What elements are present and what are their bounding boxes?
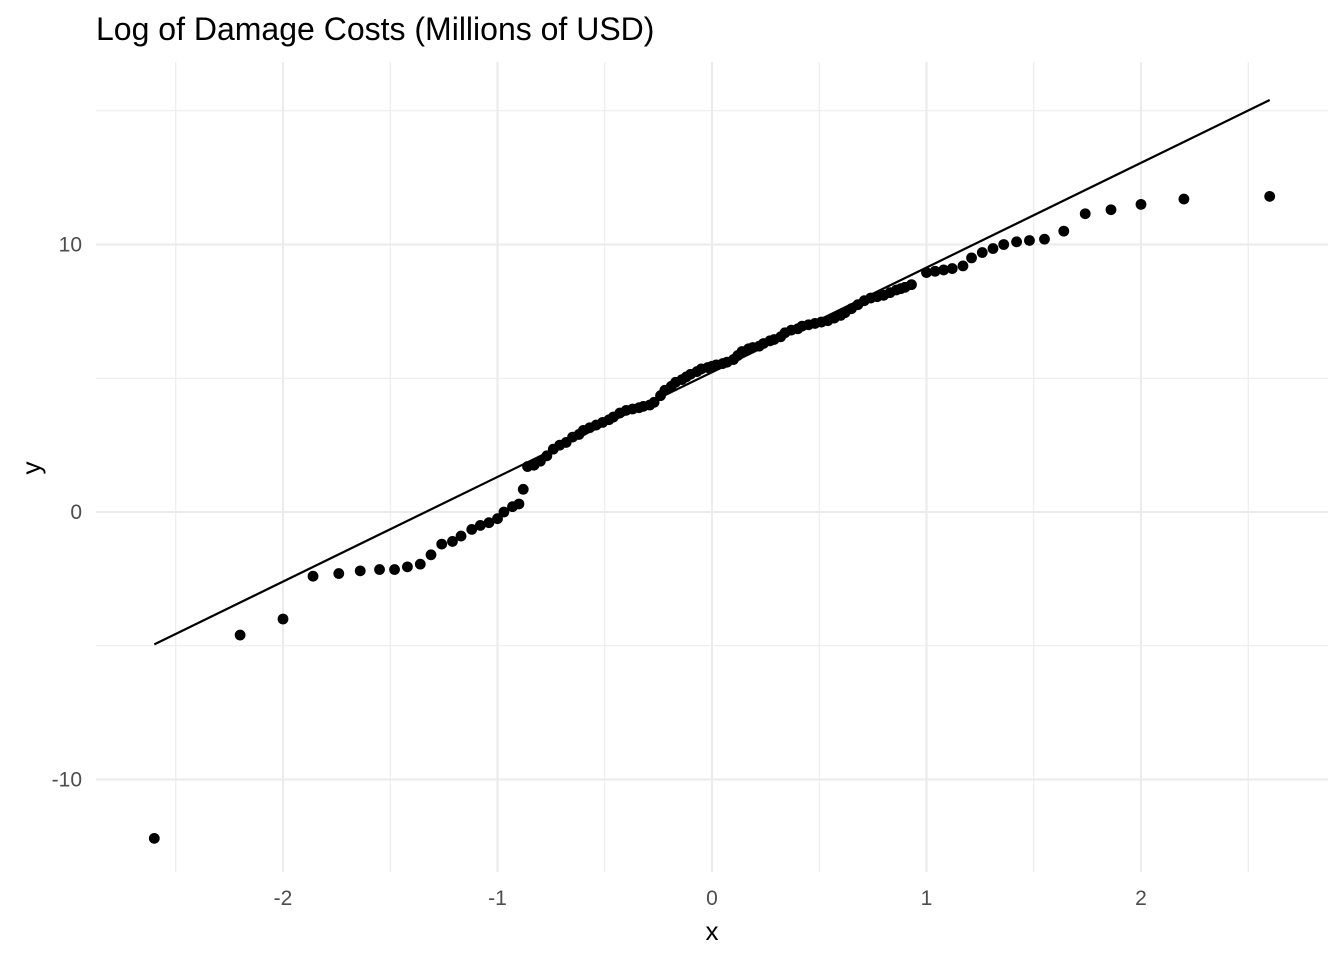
data-point bbox=[1178, 193, 1190, 205]
reference-line-layer bbox=[153, 99, 1271, 646]
data-point bbox=[277, 613, 289, 625]
data-point bbox=[374, 564, 385, 575]
data-point bbox=[1039, 233, 1050, 245]
data-point bbox=[906, 279, 917, 291]
data-point bbox=[466, 523, 478, 535]
x-tick-label: 0 bbox=[706, 887, 718, 910]
data-point bbox=[425, 549, 437, 561]
data-point bbox=[1058, 225, 1070, 237]
x-axis-tick-labels: -2 -1 0 1 2 bbox=[274, 887, 1147, 910]
chart-title: Log of Damage Costs (Millions of USD) bbox=[96, 11, 654, 47]
data-point bbox=[1264, 190, 1276, 202]
qq-reference-line bbox=[153, 99, 1271, 646]
data-point bbox=[929, 265, 941, 277]
x-tick-label: -1 bbox=[488, 887, 507, 910]
major-horizontal-gridlines bbox=[96, 243, 1328, 781]
data-point bbox=[474, 519, 486, 531]
data-point bbox=[541, 450, 553, 462]
data-point bbox=[402, 561, 413, 573]
data-point bbox=[436, 538, 448, 550]
data-point bbox=[921, 267, 932, 278]
y-axis-tick-labels: -10 0 10 bbox=[52, 234, 82, 792]
data-point bbox=[455, 530, 467, 542]
data-point bbox=[389, 564, 400, 575]
data-point bbox=[517, 483, 529, 495]
data-point bbox=[1105, 204, 1117, 216]
y-tick-label: 0 bbox=[70, 501, 82, 524]
minor-vertical-gridlines bbox=[175, 62, 1249, 872]
data-point bbox=[498, 506, 510, 518]
data-point bbox=[307, 570, 319, 582]
data-point bbox=[354, 565, 366, 577]
x-axis-title: x bbox=[706, 916, 719, 946]
data-point bbox=[234, 629, 246, 641]
x-tick-label: 2 bbox=[1135, 887, 1147, 910]
y-tick-label: -10 bbox=[52, 769, 82, 792]
data-point bbox=[1011, 236, 1022, 248]
y-tick-label: 10 bbox=[59, 234, 82, 257]
data-point bbox=[976, 247, 988, 258]
data-point bbox=[648, 396, 660, 408]
data-point bbox=[483, 517, 495, 529]
data-point bbox=[998, 239, 1010, 250]
data-point bbox=[1135, 198, 1147, 210]
data-point bbox=[333, 568, 345, 579]
x-tick-label: -2 bbox=[274, 887, 293, 910]
data-point bbox=[513, 498, 525, 510]
data-point bbox=[492, 513, 503, 525]
data-points bbox=[148, 190, 1276, 844]
y-axis-title: y bbox=[16, 462, 46, 475]
data-point bbox=[987, 243, 999, 254]
data-point bbox=[938, 264, 950, 276]
data-point bbox=[447, 536, 458, 547]
data-point bbox=[414, 558, 426, 570]
x-tick-label: 1 bbox=[921, 887, 933, 910]
data-point bbox=[957, 260, 969, 272]
data-point bbox=[1079, 208, 1091, 220]
data-point bbox=[148, 832, 160, 844]
major-vertical-gridlines bbox=[281, 62, 1143, 872]
data-point bbox=[966, 252, 977, 264]
data-point bbox=[1024, 235, 1035, 246]
data-point bbox=[946, 263, 958, 274]
